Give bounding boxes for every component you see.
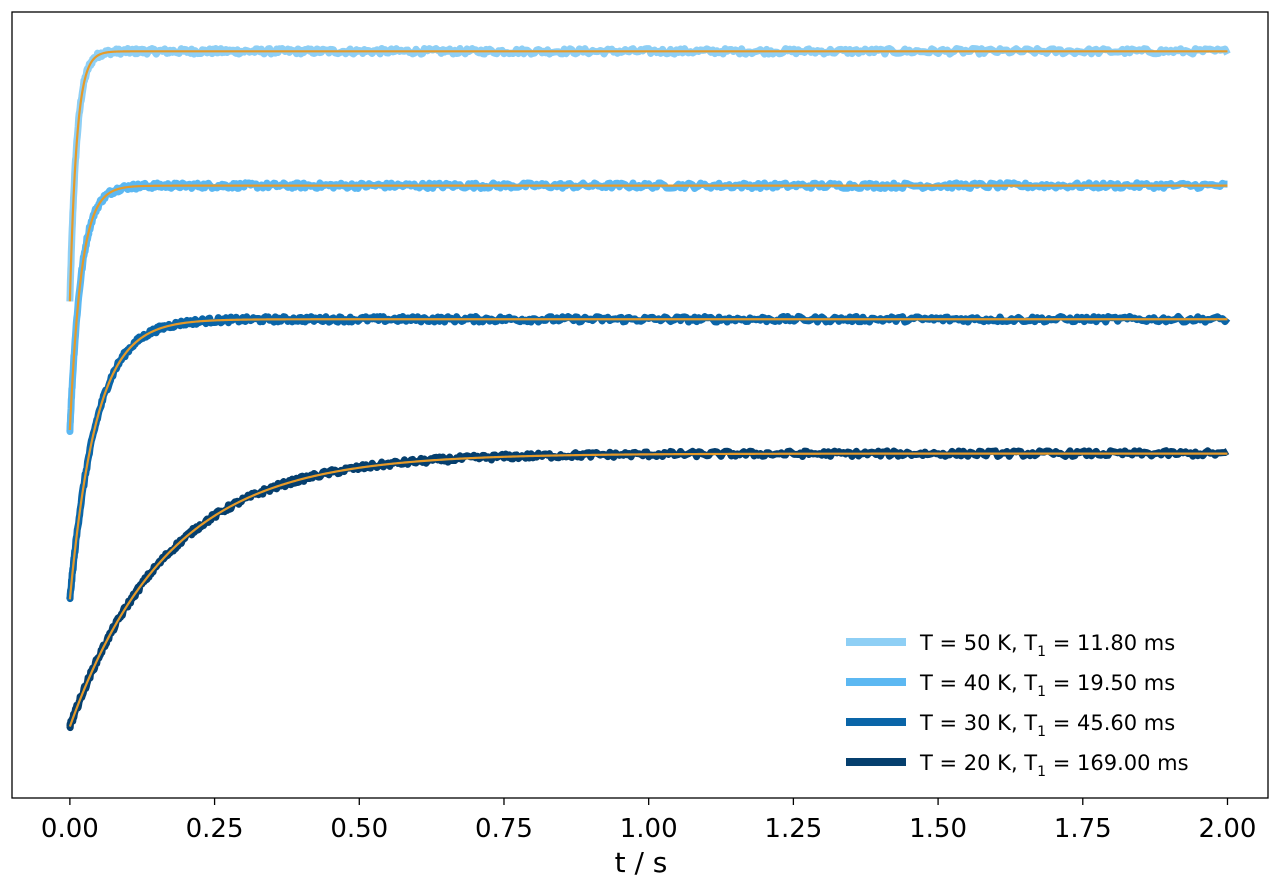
legend-label-3: T = 20 K, T1 = 169.00 ms xyxy=(919,751,1189,780)
legend-label-1: T = 40 K, T1 = 19.50 ms xyxy=(919,671,1175,700)
legend: T = 50 K, T1 = 11.80 ms T = 40 K, T1 = 19… xyxy=(846,631,1189,780)
series-data-line-0 xyxy=(66,44,1231,302)
x-tick-label: 0.75 xyxy=(475,814,533,844)
x-tick-label: 1.75 xyxy=(1054,814,1112,844)
x-tick-label: 1.00 xyxy=(620,814,678,844)
x-tick-label: 1.25 xyxy=(764,814,822,844)
x-tick-label: 2.00 xyxy=(1199,814,1257,844)
series-fit-line-1 xyxy=(68,184,1228,431)
x-axis-label: t / s xyxy=(615,846,668,879)
series-fit-line-3 xyxy=(68,452,1228,727)
x-tick-label: 0.00 xyxy=(41,814,99,844)
x-tick-label: 0.50 xyxy=(330,814,388,844)
x-tick-label: 1.50 xyxy=(909,814,967,844)
series-fit-line-0 xyxy=(68,50,1228,302)
legend-label-0: T = 50 K, T1 = 11.80 ms xyxy=(919,631,1175,660)
x-axis-ticks: 0.00 0.25 0.50 0.75 1.00 1.25 1.50 1.75 2.00 xyxy=(41,798,1256,844)
plot-area-frame xyxy=(11,11,1269,799)
series-layer xyxy=(66,44,1231,732)
x-tick-label: 0.25 xyxy=(186,814,244,844)
legend-label-2: T = 30 K, T1 = 45.60 ms xyxy=(919,711,1175,740)
series-data-line-1 xyxy=(66,179,1229,436)
series-fit-line-2 xyxy=(68,318,1228,600)
